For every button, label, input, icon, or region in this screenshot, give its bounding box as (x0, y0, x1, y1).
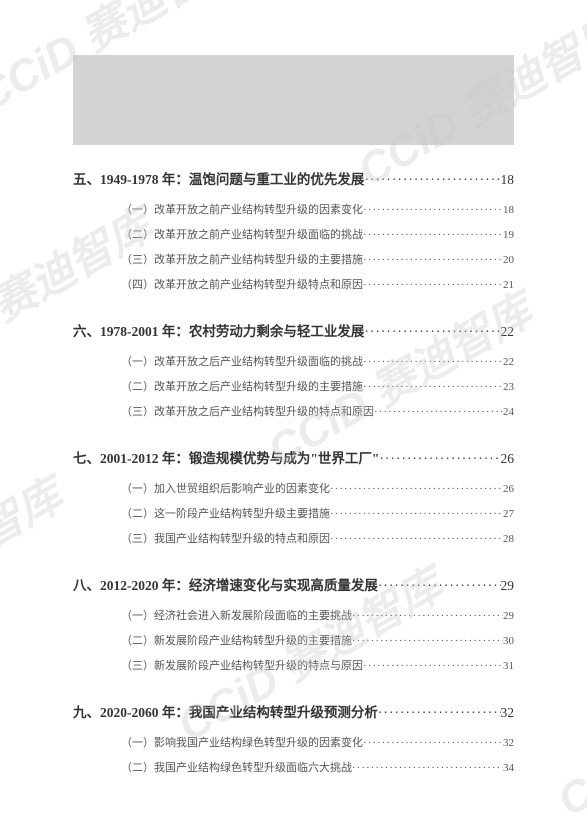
section-title: 八、2012-2020 年：经济增速变化与实现高质量发展 (73, 574, 378, 594)
toc-item-text: （一）改革开放之前产业结构转型升级的因素变化 (121, 201, 363, 217)
toc-item-page: 34 (503, 762, 514, 774)
toc-item-text: （二）这一阶段产业结构转型升级主要措施 (121, 505, 330, 521)
dot-leader: ········································… (330, 533, 503, 545)
section-page: 22 (501, 324, 515, 340)
section-page: 26 (501, 451, 515, 467)
toc-item-page: 24 (503, 406, 514, 418)
toc-item-page: 18 (503, 204, 514, 216)
toc-item-row: （二）这一阶段产业结构转型升级主要措施·····················… (73, 505, 514, 521)
toc-item-page: 29 (503, 610, 514, 622)
dot-leader: ········································… (363, 204, 503, 216)
dot-leader: ········································… (378, 705, 501, 721)
toc-item-row: （三）我国产业结构转型升级的特点和原因·····················… (73, 530, 514, 546)
toc-item-text: （一）经济社会进入新发展阶段面临的主要挑战 (121, 607, 352, 623)
toc-item-row: （二）改革开放之后产业结构转型升级的主要措施··················… (73, 378, 514, 394)
section-page: 32 (501, 705, 515, 721)
toc-item-row: （四）改革开放之前产业结构转型升级特点和原因··················… (73, 276, 514, 292)
toc-item-page: 22 (503, 356, 514, 368)
dot-leader: ········································… (363, 737, 503, 749)
section-title: 七、2001-2012 年：锻造规模优势与成为"世界工厂" (73, 447, 379, 467)
section-title: 九、2020-2060 年：我国产业结构转型升级预测分析 (73, 701, 378, 721)
section-title-row: 九、2020-2060 年：我国产业结构转型升级预测分析············… (73, 701, 514, 721)
toc-item-page: 31 (503, 660, 514, 672)
section-page: 18 (501, 172, 515, 188)
dot-leader: ········································… (352, 762, 503, 774)
toc-item-text: （二）我国产业结构绿色转型升级面临六大挑战 (121, 759, 352, 775)
toc-item-page: 26 (503, 483, 514, 495)
dot-leader: ········································… (363, 660, 503, 672)
dot-leader: ········································… (363, 254, 503, 266)
toc-item-row: （一）经济社会进入新发展阶段面临的主要挑战···················… (73, 607, 514, 623)
toc-section: 五、1949-1978 年：温饱问题与重工业的优先发展·············… (73, 168, 514, 292)
dot-leader: ········································… (364, 172, 500, 188)
toc-item-row: （二）我国产业结构绿色转型升级面临六大挑战···················… (73, 759, 514, 775)
toc-item-page: 32 (503, 737, 514, 749)
dot-leader: ········································… (378, 578, 501, 594)
toc-item-text: （一）改革开放之后产业结构转型升级面临的挑战 (121, 353, 363, 369)
toc-section: 八、2012-2020 年：经济增速变化与实现高质量发展············… (73, 574, 514, 673)
toc-item-row: （一）影响我国产业结构绿色转型升级的因素变化··················… (73, 734, 514, 750)
dot-leader: ········································… (352, 610, 503, 622)
toc-item-row: （三）改革开放之后产业结构转型升级的特点和原因·················… (73, 403, 514, 419)
toc-item-row: （三）改革开放之前产业结构转型升级的主要措施··················… (73, 251, 514, 267)
dot-leader: ········································… (374, 406, 503, 418)
toc-item-page: 19 (503, 229, 514, 241)
toc-item-text: （三）我国产业结构转型升级的特点和原因 (121, 530, 330, 546)
section-title: 六、1978-2001 年：农村劳动力剩余与轻工业发展 (73, 320, 364, 340)
toc-item-text: （一）加入世贸组织后影响产业的因素变化 (121, 480, 330, 496)
dot-leader: ········································… (330, 508, 503, 520)
dot-leader: ········································… (352, 635, 503, 647)
dot-leader: ········································… (379, 451, 500, 467)
section-title-row: 八、2012-2020 年：经济增速变化与实现高质量发展············… (73, 574, 514, 594)
toc-section: 七、2001-2012 年：锻造规模优势与成为"世界工厂"···········… (73, 447, 514, 546)
toc-section: 六、1978-2001 年：农村劳动力剩余与轻工业发展·············… (73, 320, 514, 419)
toc-item-text: （四）改革开放之前产业结构转型升级特点和原因 (121, 276, 363, 292)
toc-item-row: （三）新发展阶段产业结构转型升级的特点与原因··················… (73, 657, 514, 673)
toc-item-row: （二）改革开放之前产业结构转型升级面临的挑战··················… (73, 226, 514, 242)
toc-item-text: （一）影响我国产业结构绿色转型升级的因素变化 (121, 734, 363, 750)
watermark: CCiD 赛迪智库 (544, 625, 587, 828)
toc-item-row: （一）改革开放之前产业结构转型升级的因素变化··················… (73, 201, 514, 217)
toc-item-page: 23 (503, 381, 514, 393)
section-page: 29 (501, 578, 515, 594)
toc-item-row: （二）新发展阶段产业结构转型升级的主要措施···················… (73, 632, 514, 648)
toc-item-row: （一）改革开放之后产业结构转型升级面临的挑战··················… (73, 353, 514, 369)
dot-leader: ········································… (363, 381, 503, 393)
dot-leader: ········································… (364, 324, 500, 340)
toc-item-page: 20 (503, 254, 514, 266)
toc-content: 五、1949-1978 年：温饱问题与重工业的优先发展·············… (73, 168, 514, 789)
section-title-row: 七、2001-2012 年：锻造规模优势与成为"世界工厂"···········… (73, 447, 514, 467)
toc-item-text: （二）改革开放之后产业结构转型升级的主要措施 (121, 378, 363, 394)
toc-item-text: （三）改革开放之后产业结构转型升级的特点和原因 (121, 403, 374, 419)
toc-item-text: （二）改革开放之前产业结构转型升级面临的挑战 (121, 226, 363, 242)
toc-item-page: 21 (503, 279, 514, 291)
toc-item-text: （二）新发展阶段产业结构转型升级的主要措施 (121, 632, 352, 648)
toc-item-page: 27 (503, 508, 514, 520)
toc-item-page: 30 (503, 635, 514, 647)
toc-item-text: （三）新发展阶段产业结构转型升级的特点与原因 (121, 657, 363, 673)
dot-leader: ········································… (330, 483, 503, 495)
toc-item-page: 28 (503, 533, 514, 545)
dot-leader: ········································… (363, 356, 503, 368)
toc-item-row: （一）加入世贸组织后影响产业的因素变化·····················… (73, 480, 514, 496)
toc-section: 九、2020-2060 年：我国产业结构转型升级预测分析············… (73, 701, 514, 775)
section-title-row: 五、1949-1978 年：温饱问题与重工业的优先发展·············… (73, 168, 514, 188)
watermark: CCiD 赛迪智库 (0, 460, 72, 663)
section-title: 五、1949-1978 年：温饱问题与重工业的优先发展 (73, 168, 364, 188)
header-gray-bar (73, 55, 514, 145)
dot-leader: ········································… (363, 229, 503, 241)
toc-item-text: （三）改革开放之前产业结构转型升级的主要措施 (121, 251, 363, 267)
dot-leader: ········································… (363, 279, 503, 291)
section-title-row: 六、1978-2001 年：农村劳动力剩余与轻工业发展·············… (73, 320, 514, 340)
